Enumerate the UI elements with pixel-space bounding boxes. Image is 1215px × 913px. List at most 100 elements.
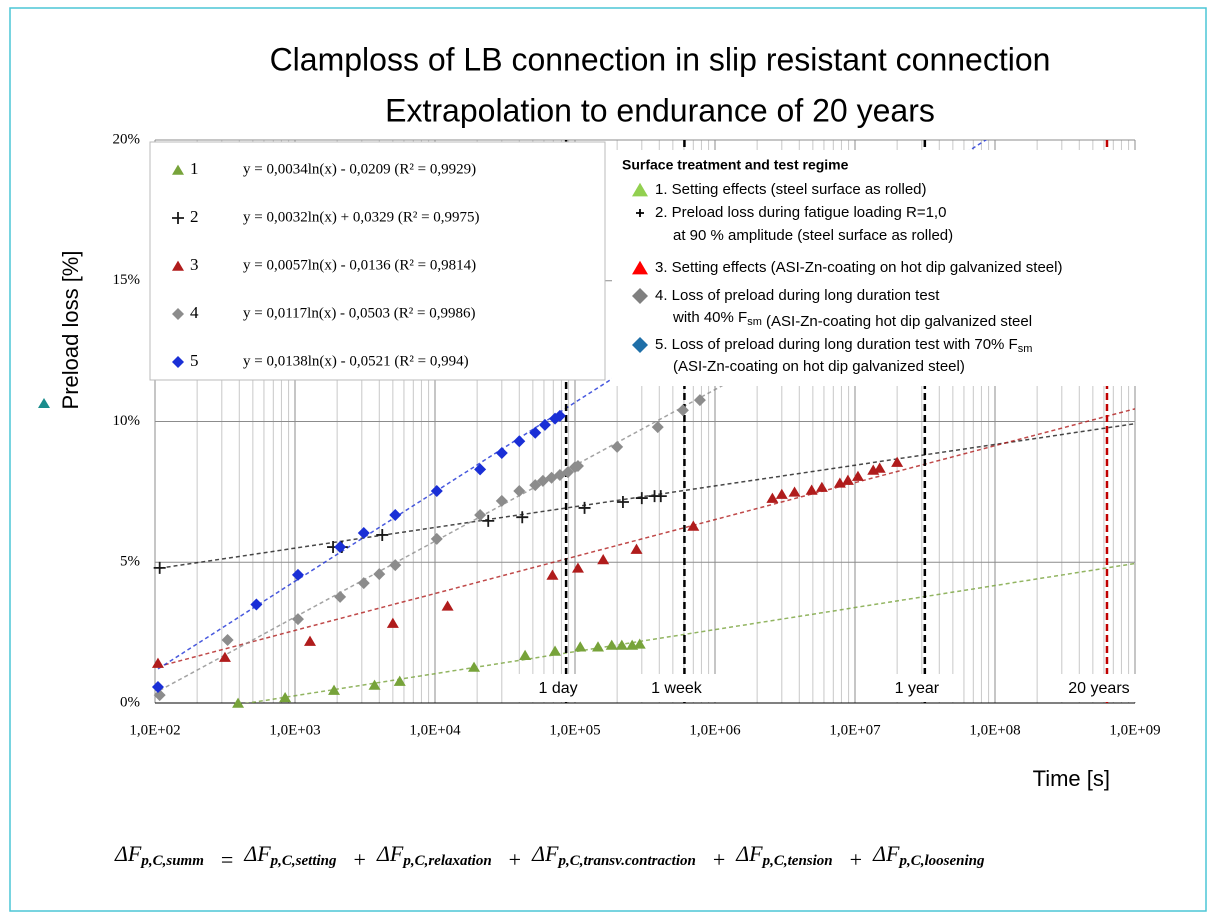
data-point [841,474,854,485]
legend-equation: y = 0,0138ln(x) - 0,0521 (R² = 0,994) [243,353,469,369]
data-point [851,470,864,481]
data-point [633,638,646,649]
data-point [549,645,562,656]
y-tick-label: 5% [120,554,140,570]
time-marker-label-bg [634,674,723,702]
legend-equation: y = 0,0032ln(x) + 0,0329 (R² = 0,9975) [243,209,480,225]
legend2-text-part: 3. Setting effects (ASI-Zn-coating on ho… [655,259,1062,276]
formula-op: + [839,847,873,872]
formula-sub: p,C,loosening [897,853,985,869]
formula-sub: p,C,transv.contraction [556,853,695,869]
data-point [605,639,618,650]
legend-marker [172,260,184,271]
time-marker-label: 1 year [895,680,940,697]
legend2-text-part: 2. Preload loss during fatigue loading R… [655,204,946,221]
legend2-text-part: 5. Loss of preload during long duration … [655,336,1018,353]
legend-equation: y = 0,0117ln(x) - 0,0503 (R² = 0,9986) [243,305,476,321]
time-marker-label-bg [516,674,605,702]
x-tick-label: 1,0E+08 [969,722,1020,738]
data-point [578,501,591,514]
formula-op: + [498,847,532,872]
data-point [151,657,164,668]
data-point [519,649,532,660]
x-tick-label: 1,0E+03 [269,722,320,738]
data-point [368,679,381,690]
data-point [334,590,347,603]
data-point [693,394,706,407]
data-point [291,613,304,626]
formula-sub: p,C,tension [761,853,833,869]
formula-main: ΔF [114,841,142,866]
data-point [891,456,904,467]
legend2-title: Surface treatment and test regime [622,157,849,173]
data-point [516,511,529,524]
chart-title: Clamploss of LB connection in slip resis… [270,41,1051,77]
time-marker-label: 1 day [539,680,578,697]
formula-sub: p,C,summ [139,853,204,869]
y-axis-title: Preload loss [%] [58,251,83,410]
data-point [815,481,828,492]
data-point [538,418,551,431]
time-marker-label-bg [1056,674,1145,702]
formula-main: ΔF [376,841,404,866]
legend2-text-part: (ASI-Zn-coating on hot dip galvanized st… [673,358,965,375]
legend2-subscript: sm [1018,343,1033,355]
data-point [357,526,370,539]
legend2-text: 1. Setting effects (steel surface as rol… [655,181,927,198]
legend2-text-part: (ASI-Zn-coating hot dip galvanized steel [762,313,1032,330]
time-marker-label: 1 week [651,680,703,697]
x-tick-label: 1,0E+09 [1109,722,1160,738]
y-tick-label: 10% [113,413,141,429]
data-point [775,488,788,499]
data-point [788,486,801,497]
y-tick-label: 15% [113,272,141,288]
legend-box [149,141,606,381]
legend2-subscript: sm [747,316,762,328]
data-point [386,617,399,628]
formula-main: ΔF [531,841,559,866]
trendline [157,140,988,670]
data-point [873,462,886,473]
x-tick-label: 1,0E+07 [829,722,881,738]
data-point [495,494,508,507]
data-point [153,561,166,574]
data-point [441,600,454,611]
data-point [250,598,263,611]
legend2-text: 5. Loss of preload during long duration … [655,336,1032,355]
data-point [304,635,317,646]
data-point [592,641,605,652]
legend2-box [612,150,1197,386]
legend2-text: (ASI-Zn-coating on hot dip galvanized st… [673,358,965,375]
formula-op: = [210,847,244,872]
formula-sub: p,C,relaxation [401,853,491,869]
y-tick-label: 0% [120,694,140,710]
data-point [373,568,386,581]
legend-label: 2 [190,207,199,226]
data-point [553,409,566,422]
trendline [157,408,1135,668]
trendline [243,562,1135,703]
data-point [291,568,304,581]
data-point [334,541,347,554]
legend2-text: 2. Preload loss during fatigue loading R… [655,204,946,221]
data-point [833,477,846,488]
legend-marker [172,356,184,368]
formula-main: ΔF [735,841,763,866]
data-point [153,689,166,702]
data-point [430,532,443,545]
legend-marker [172,308,184,320]
legend-equation: y = 0,0057ln(x) - 0,0136 (R² = 0,9814) [243,257,476,273]
legend2-text-part: 1. Setting effects (steel surface as rol… [655,181,927,198]
legend2-text: with 40% Fsm (ASI-Zn-coating hot dip gal… [672,309,1032,330]
data-point [571,459,584,472]
x-tick-label: 1,0E+06 [689,722,741,738]
legend-label: 4 [190,303,199,322]
legend2-text: at 90 % amplitude (steel surface as roll… [673,227,953,244]
time-marker-label: 20 years [1068,680,1129,697]
data-point [676,404,689,417]
decor-icon [38,398,50,408]
legend-equation: y = 0,0034ln(x) - 0,0209 (R² = 0,9929) [243,161,476,177]
data-point [218,651,231,662]
data-point [654,490,667,503]
data-point [574,641,587,652]
